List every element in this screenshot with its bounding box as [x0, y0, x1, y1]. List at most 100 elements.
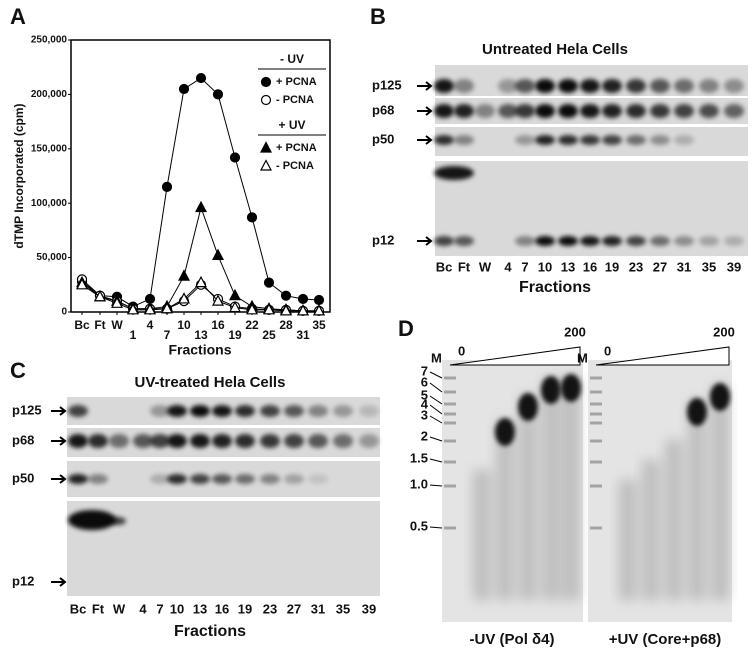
size-tick — [429, 436, 443, 442]
lane-label: W — [113, 601, 126, 616]
smear — [473, 470, 491, 600]
band — [68, 510, 116, 530]
band — [580, 79, 600, 93]
band — [88, 474, 108, 484]
band — [710, 383, 730, 411]
band-label: p12 — [12, 573, 34, 588]
band — [308, 474, 328, 484]
size-tick — [429, 415, 443, 424]
band — [498, 104, 518, 118]
ladder-band — [444, 526, 456, 530]
band — [535, 104, 555, 118]
band — [110, 517, 126, 525]
band — [235, 434, 255, 448]
band — [699, 79, 719, 93]
y-tick-label: 50,000 — [36, 252, 67, 263]
band — [687, 398, 707, 426]
band — [150, 434, 170, 448]
smear — [519, 395, 537, 600]
band-arrow — [417, 81, 433, 91]
band-label: p12 — [372, 232, 394, 247]
blot-strip — [67, 501, 380, 596]
band-label: p125 — [372, 77, 402, 92]
band — [475, 104, 495, 118]
lane-label: Ft — [92, 601, 105, 616]
size-tick — [429, 404, 443, 415]
data-point — [280, 304, 292, 316]
ladder-band — [444, 460, 456, 464]
data-point — [246, 212, 258, 223]
band — [515, 79, 535, 93]
smear — [711, 385, 729, 600]
x-axis-title: Fractions — [174, 623, 246, 640]
band-label: p50 — [372, 131, 394, 146]
ladder-band — [590, 421, 602, 425]
lane-label: 4 — [139, 601, 147, 616]
lane-label: 16 — [215, 601, 229, 616]
x-axis-title: Fractions — [168, 342, 231, 358]
band — [454, 135, 474, 145]
band-arrow — [417, 135, 433, 145]
y-tick-label: 150,000 — [31, 143, 68, 154]
lane-label: 19 — [605, 259, 619, 274]
x-tick-label: 22 — [245, 318, 259, 332]
band — [724, 104, 744, 118]
band — [167, 434, 187, 448]
size-label: 0.5 — [410, 518, 428, 533]
band — [434, 104, 454, 118]
data-point — [263, 303, 275, 315]
band — [602, 135, 622, 145]
legend-title: - UV — [280, 52, 304, 66]
band — [109, 434, 129, 448]
smear — [619, 480, 637, 600]
band — [190, 474, 210, 484]
data-point — [246, 303, 258, 315]
legend-label: + PCNA — [276, 76, 317, 88]
x-tick-label: 19 — [228, 328, 242, 342]
y-tick-label: 250,000 — [31, 35, 68, 46]
band — [235, 474, 255, 484]
legend-label: - PCNA — [276, 94, 314, 106]
band — [212, 405, 232, 417]
band — [190, 434, 210, 448]
band-arrow — [417, 236, 433, 246]
lane-label: 39 — [362, 601, 376, 616]
data-point — [212, 89, 224, 100]
x-tick-label: 1 — [130, 328, 137, 342]
ladder-band — [590, 484, 602, 488]
lane-label: 31 — [311, 601, 325, 616]
size-tick — [429, 395, 443, 405]
gradient-wedge — [449, 346, 581, 366]
band — [359, 434, 379, 448]
data-point — [229, 300, 241, 313]
data-point — [111, 296, 123, 308]
x-tick-label: 4 — [147, 318, 154, 332]
data-point — [212, 248, 224, 261]
band — [235, 405, 255, 417]
band — [724, 236, 744, 246]
lane-label: 35 — [702, 259, 716, 274]
band — [518, 393, 538, 421]
band — [515, 236, 535, 246]
gel-caption: -UV (Pol δ4) — [470, 631, 555, 648]
data-point — [263, 277, 275, 288]
data-point — [229, 152, 241, 163]
x-tick-label: 28 — [279, 318, 293, 332]
panel-title: Untreated Hela Cells — [482, 41, 628, 58]
band — [333, 405, 353, 417]
marker-lane-label: M — [431, 350, 442, 365]
band — [150, 405, 170, 417]
lane-label: W — [479, 259, 492, 274]
band-arrow — [51, 474, 67, 484]
x-tick-label: 10 — [177, 318, 191, 332]
size-label: 2 — [421, 428, 428, 443]
x-tick-label: W — [111, 318, 123, 332]
band — [167, 474, 187, 484]
band — [167, 405, 187, 417]
data-point — [161, 181, 173, 192]
panel-letter: B — [370, 4, 386, 29]
band-arrow — [51, 577, 67, 587]
x-tick-label: 31 — [296, 328, 310, 342]
gradient-start: 0 — [604, 343, 611, 358]
ladder-band — [444, 421, 456, 425]
